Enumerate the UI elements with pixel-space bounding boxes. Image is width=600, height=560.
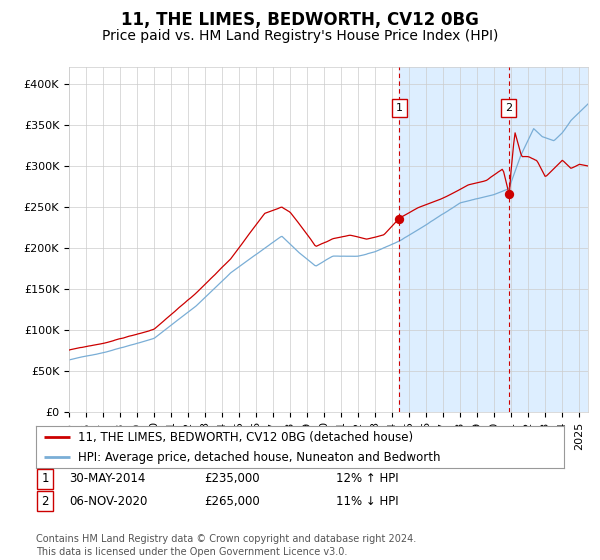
Point (504, 190, 514, 199)
Text: 1: 1 (396, 103, 403, 113)
Text: 11, THE LIMES, BEDWORTH, CV12 0BG: 11, THE LIMES, BEDWORTH, CV12 0BG (121, 11, 479, 29)
Point (394, 214, 404, 223)
Text: 30-MAY-2014: 30-MAY-2014 (69, 472, 145, 486)
Text: 06-NOV-2020: 06-NOV-2020 (69, 494, 148, 508)
Text: 2: 2 (505, 103, 512, 113)
Text: HPI: Average price, detached house, Nuneaton and Bedworth: HPI: Average price, detached house, Nune… (78, 451, 441, 464)
Text: 12% ↑ HPI: 12% ↑ HPI (336, 472, 398, 486)
Text: Contains HM Land Registry data © Crown copyright and database right 2024.
This d: Contains HM Land Registry data © Crown c… (36, 534, 416, 557)
Text: 2: 2 (41, 494, 49, 508)
Text: £265,000: £265,000 (204, 494, 260, 508)
Text: Price paid vs. HM Land Registry's House Price Index (HPI): Price paid vs. HM Land Registry's House … (102, 29, 498, 44)
Text: £235,000: £235,000 (204, 472, 260, 486)
Text: 11, THE LIMES, BEDWORTH, CV12 0BG (detached house): 11, THE LIMES, BEDWORTH, CV12 0BG (detac… (78, 431, 413, 444)
Text: 1: 1 (41, 472, 49, 486)
Bar (399, 67, 588, 412)
Text: 11% ↓ HPI: 11% ↓ HPI (336, 494, 398, 508)
